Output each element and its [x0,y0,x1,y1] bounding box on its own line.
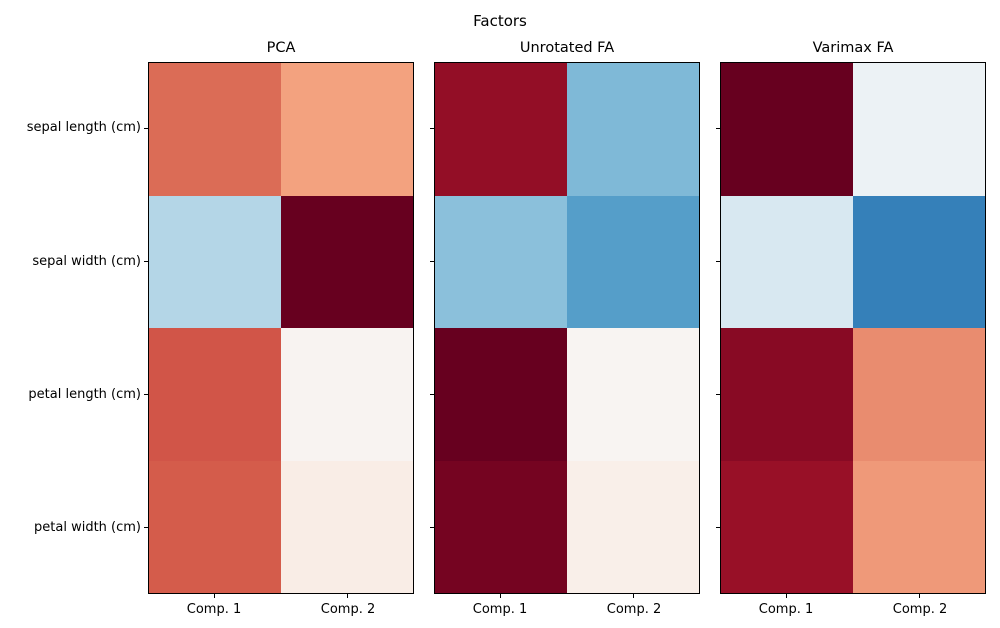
heatmap-cell-r2c1 [853,328,985,461]
x-axis-label-varimax-comp2: Comp. 2 [892,602,948,617]
x-axis-tick [786,594,787,598]
y-axis-label-sepal-width: sepal width (cm) [32,254,141,269]
heatmap-cell-r1c1 [567,195,699,328]
y-axis-tick [716,128,720,129]
x-axis-tick [919,594,920,598]
heatmap-cell-r2c0 [721,328,853,461]
heatmap-cell-r0c0 [149,63,281,196]
figure-suptitle: Factors [473,12,527,30]
x-axis-label-unrotated-comp2: Comp. 2 [606,602,662,617]
y-axis-tick [716,527,720,528]
x-axis-label-pca-comp2: Comp. 2 [320,602,376,617]
heatmap-cell-r3c1 [281,460,413,593]
panel-title-varimax-fa: Varimax FA [812,40,894,56]
y-axis-tick [430,261,434,262]
heatmap-cell-r1c0 [721,195,853,328]
heatmap-cell-r1c0 [435,195,567,328]
heatmap-cell-r3c0 [435,460,567,593]
x-axis-tick [500,594,501,598]
x-axis-tick [214,594,215,598]
heatmap-cell-r2c0 [435,328,567,461]
x-axis-label-varimax-comp1: Comp. 1 [758,602,814,617]
heatmap-cell-r2c1 [567,328,699,461]
y-axis-tick [144,394,148,395]
heatmap-panel-varimax-fa [720,62,986,594]
y-axis-label-petal-length: petal length (cm) [28,387,141,402]
heatmap-cell-r2c0 [149,328,281,461]
heatmap-panel-unrotated-fa [434,62,700,594]
y-axis-tick [716,261,720,262]
heatmap-cell-r2c1 [281,328,413,461]
y-axis-label-petal-width: petal width (cm) [34,520,141,535]
heatmap-cell-r3c1 [567,460,699,593]
x-axis-tick [633,594,634,598]
heatmap-cell-r3c0 [149,460,281,593]
x-axis-label-pca-comp1: Comp. 1 [186,602,242,617]
heatmap-cell-r3c1 [853,460,985,593]
heatmap-cell-r1c1 [853,195,985,328]
heatmap-panel-pca [148,62,414,594]
y-axis-tick [144,261,148,262]
y-axis-tick [716,394,720,395]
heatmap-cell-r0c1 [853,63,985,196]
y-axis-tick [430,394,434,395]
y-axis-tick [144,128,148,129]
panel-title-pca: PCA [266,40,296,56]
heatmap-cell-r0c0 [435,63,567,196]
panel-title-unrotated-fa: Unrotated FA [519,40,615,56]
heatmap-cell-r0c0 [721,63,853,196]
y-axis-label-sepal-length: sepal length (cm) [26,120,141,135]
y-axis-tick [430,128,434,129]
heatmap-cell-r0c1 [281,63,413,196]
heatmap-cell-r3c0 [721,460,853,593]
heatmap-cell-r1c1 [281,195,413,328]
heatmap-cell-r1c0 [149,195,281,328]
y-axis-tick [430,527,434,528]
x-axis-tick [347,594,348,598]
heatmap-cell-r0c1 [567,63,699,196]
x-axis-label-unrotated-comp1: Comp. 1 [472,602,528,617]
y-axis-tick [144,527,148,528]
